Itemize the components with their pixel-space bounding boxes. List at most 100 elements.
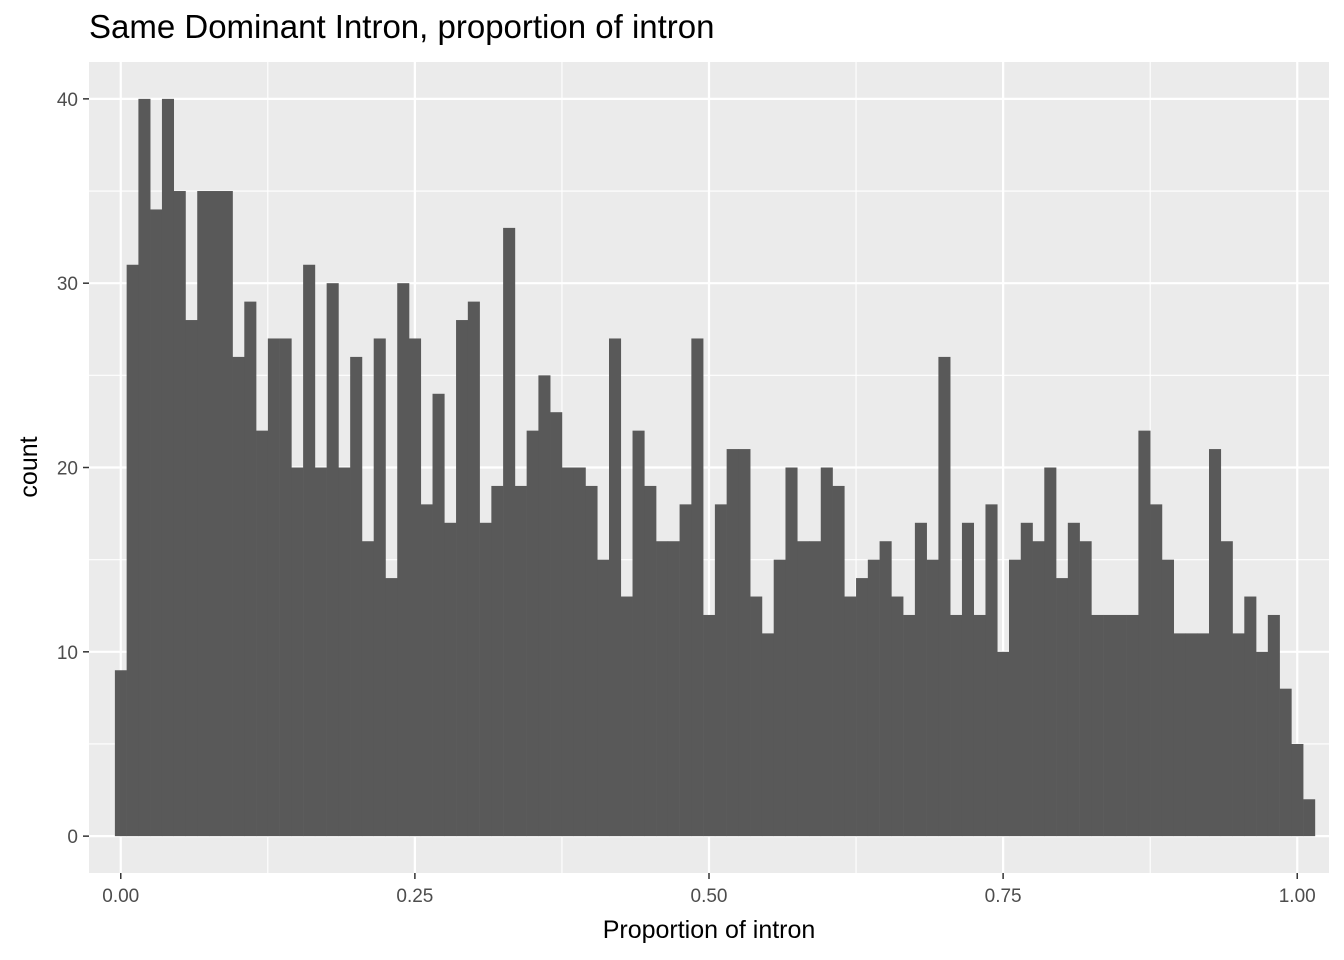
histogram-bar xyxy=(267,338,280,837)
x-tick-label: 0.75 xyxy=(985,886,1022,907)
histogram-bars xyxy=(114,98,1316,837)
histogram-bar xyxy=(1267,614,1280,837)
histogram-bar xyxy=(161,98,175,837)
histogram-bar xyxy=(797,541,810,837)
histogram-bar xyxy=(573,467,586,837)
histogram-bar xyxy=(1173,633,1186,837)
histogram-bar xyxy=(844,596,857,837)
histogram-bar xyxy=(985,504,998,837)
x-tick-label: 0.50 xyxy=(691,886,728,907)
histogram-bar xyxy=(644,485,657,837)
histogram-bar xyxy=(1091,614,1104,837)
histogram-bar xyxy=(597,559,610,837)
histogram-bar xyxy=(903,614,916,837)
histogram-bar xyxy=(1056,578,1069,837)
histogram-bar xyxy=(503,227,516,837)
histogram-bar xyxy=(361,541,375,837)
histogram-bar xyxy=(561,467,575,837)
histogram-bar xyxy=(973,614,986,837)
histogram-bar xyxy=(432,393,445,837)
x-axis-title: Proportion of intron xyxy=(603,916,816,944)
histogram-bar xyxy=(1138,430,1151,837)
histogram-bar xyxy=(550,412,563,837)
histogram-bar xyxy=(1150,504,1163,837)
histogram-bar xyxy=(961,522,975,837)
histogram-bar xyxy=(538,375,551,837)
histogram-bar xyxy=(303,264,316,837)
histogram-bar xyxy=(338,467,351,837)
histogram-bar xyxy=(679,504,692,837)
histogram-bar xyxy=(1161,559,1175,837)
histogram-bar xyxy=(232,356,245,837)
histogram-bar xyxy=(1279,688,1292,837)
histogram-bar xyxy=(314,467,327,837)
histogram-bar xyxy=(656,541,669,837)
histogram-bar xyxy=(1114,614,1127,837)
histogram-bar xyxy=(185,320,198,837)
histogram-bar xyxy=(891,596,904,837)
histogram-bar xyxy=(785,467,798,837)
histogram-bar xyxy=(1291,743,1304,837)
histogram-bar xyxy=(1256,651,1269,837)
histogram-bar xyxy=(350,356,363,837)
histogram-bar xyxy=(197,191,210,837)
histogram-bar xyxy=(1032,541,1045,837)
histogram-bar xyxy=(856,578,869,837)
histogram-bar xyxy=(738,449,751,837)
histogram-bar xyxy=(1126,614,1139,837)
histogram-bar xyxy=(809,541,822,837)
histogram-bar xyxy=(761,633,775,837)
histogram-bar xyxy=(150,209,163,837)
histogram-bar xyxy=(479,522,492,837)
histogram-bar xyxy=(444,522,457,837)
histogram-bar xyxy=(609,338,622,837)
histogram-bar xyxy=(1220,541,1233,837)
histogram-bar xyxy=(1020,522,1033,837)
y-tick-label: 30 xyxy=(57,274,78,295)
x-tick-label: 0.00 xyxy=(102,886,139,907)
histogram-bar xyxy=(926,559,939,837)
histogram-bar xyxy=(1197,633,1210,837)
histogram-bar xyxy=(126,264,139,837)
histogram-bar xyxy=(138,98,151,837)
histogram-bar xyxy=(632,430,645,837)
histogram-bar xyxy=(514,485,527,837)
y-axis-title: count xyxy=(15,436,43,497)
histogram-bar xyxy=(1185,633,1198,837)
histogram-bar xyxy=(220,191,233,837)
histogram-bar xyxy=(467,301,480,837)
y-tick-label: 10 xyxy=(57,643,78,664)
histogram-bar xyxy=(244,301,257,837)
histogram-bar xyxy=(820,467,833,837)
histogram-bar xyxy=(703,614,716,837)
histogram-bar xyxy=(1044,467,1057,837)
histogram-bar xyxy=(997,651,1010,837)
histogram-bar xyxy=(409,338,422,837)
y-tick-label: 0 xyxy=(67,827,78,848)
x-tick-label: 0.25 xyxy=(396,886,433,907)
x-tick-label: 1.00 xyxy=(1279,886,1316,907)
histogram-bar xyxy=(1244,596,1257,837)
y-tick-label: 20 xyxy=(57,459,78,480)
histogram-bar xyxy=(667,541,680,837)
histogram-bar xyxy=(691,338,704,837)
chart-title: Same Dominant Intron, proportion of intr… xyxy=(89,8,715,45)
histogram-bar xyxy=(173,191,186,837)
histogram-bar xyxy=(950,614,963,837)
histogram-bar xyxy=(620,596,633,837)
histogram-bar xyxy=(209,191,222,837)
histogram-bar xyxy=(1232,633,1245,837)
histogram-bar xyxy=(773,559,786,837)
histogram-bar xyxy=(1209,449,1222,837)
histogram-bar xyxy=(279,338,292,837)
histogram-bar xyxy=(114,670,127,837)
histogram-bar xyxy=(420,504,433,837)
histogram-bar xyxy=(291,467,304,837)
axis-ticks xyxy=(83,98,1298,879)
histogram-bar xyxy=(726,449,739,837)
histogram-bar xyxy=(867,559,880,837)
histogram-bar xyxy=(1103,614,1116,837)
histogram-bar xyxy=(326,283,339,837)
histogram-bar xyxy=(1079,541,1092,837)
